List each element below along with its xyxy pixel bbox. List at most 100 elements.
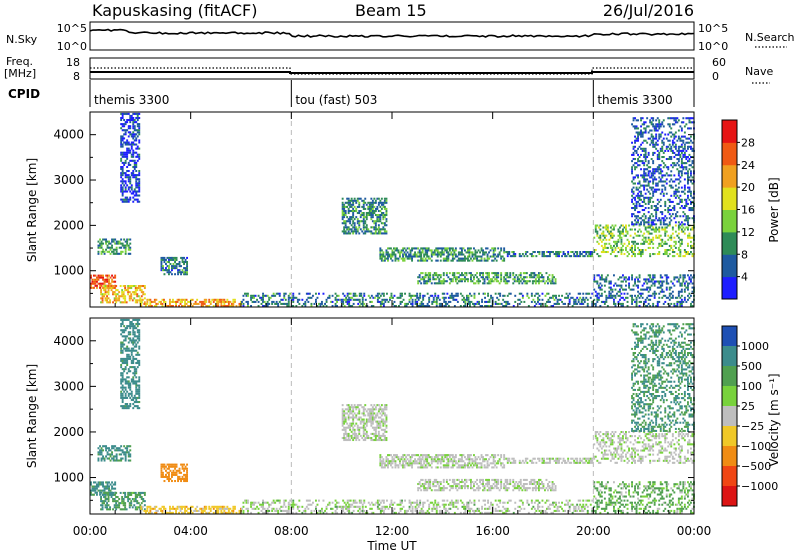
power-echo-cell: [643, 200, 646, 203]
power-echo-cell: [376, 298, 379, 301]
velocity-echo-cell: [103, 491, 106, 494]
power-echo-cell: [668, 123, 671, 126]
power-echo-cell: [370, 203, 373, 206]
power-echo-cell: [394, 259, 397, 262]
power-echo-cell: [677, 170, 680, 173]
power-echo-cell: [690, 244, 692, 247]
power-echo-cell: [457, 259, 460, 262]
power-echo-cell: [365, 212, 368, 215]
power-echo-cell: [625, 228, 627, 231]
power-echo-cell: [616, 292, 618, 295]
power-echo-cell: [422, 305, 425, 308]
power-echo-cell: [115, 250, 118, 253]
power-echo-cell: [664, 242, 667, 245]
power-echo-cell: [500, 272, 503, 275]
power-echo-cell: [430, 251, 433, 254]
power-echo-cell: [414, 300, 417, 303]
power-echo-cell: [479, 305, 482, 308]
power-echo-cell: [632, 192, 635, 195]
power-echo-cell: [489, 255, 492, 258]
power-echo-cell: [599, 305, 602, 308]
power-echo-cell: [667, 117, 670, 120]
power-echo-cell: [637, 242, 640, 245]
power-echo-cell: [179, 298, 182, 301]
power-echo-cell: [138, 182, 141, 185]
power-echo-cell: [349, 210, 352, 213]
power-echo-cell: [674, 190, 677, 193]
power-echo-cell: [344, 230, 347, 233]
power-echo-cell: [530, 253, 533, 256]
velocity-echo-cell: [410, 503, 413, 506]
power-echo-cell: [203, 300, 206, 303]
power-echo-cell: [223, 298, 226, 301]
velocity-echo-cell: [370, 511, 373, 514]
power-echo-cell: [124, 287, 127, 290]
velocity-echo-cell: [431, 509, 434, 512]
power-echo-cell: [109, 299, 112, 302]
power-echo-cell: [631, 296, 634, 299]
power-echo-cell: [385, 253, 388, 256]
velocity-echo-cell: [101, 493, 104, 496]
power-echo-cell: [127, 119, 130, 122]
power-echo-cell: [373, 197, 376, 200]
power-echo-cell: [121, 112, 124, 115]
power-echo-cell: [589, 255, 592, 258]
power-echo-cell: [355, 230, 358, 233]
power-echo-cell: [451, 253, 454, 256]
power-echo-cell: [419, 296, 422, 299]
velocity-echo-cell: [262, 507, 265, 510]
nave-tick-bottom: 0: [712, 70, 719, 83]
power-echo-cell: [389, 298, 391, 301]
power-echo-cell: [691, 255, 694, 258]
power-echo-cell: [514, 253, 517, 256]
power-echo-cell: [468, 251, 471, 254]
power-echo-cell: [640, 133, 643, 136]
power-echo-cell: [427, 257, 430, 260]
power-echo-cell: [100, 274, 103, 277]
power-echo-cell: [620, 242, 623, 245]
power-echo-cell: [156, 302, 159, 305]
power-echo-cell: [623, 276, 626, 279]
power-echo-cell: [665, 172, 668, 175]
power-echo-cell: [132, 123, 135, 126]
power-echo-cell: [438, 298, 441, 301]
power-echo-cell: [136, 200, 139, 203]
power-y-tick: 4000: [53, 128, 84, 142]
power-echo-cell: [435, 253, 438, 256]
power-echo-cell: [429, 278, 432, 281]
power-echo-cell: [650, 158, 653, 161]
power-echo-cell: [439, 274, 442, 277]
power-echo-cell: [653, 137, 656, 140]
power-echo-cell: [647, 162, 650, 165]
power-echo-cell: [671, 186, 674, 189]
power-echo-cell: [357, 302, 360, 305]
power-echo-cell: [635, 125, 638, 128]
velocity-echo-cell: [420, 509, 423, 512]
velocity-echo-cell: [274, 501, 277, 504]
power-echo-cell: [136, 299, 139, 302]
power-echo-cell: [355, 207, 358, 210]
power-echo-cell: [479, 280, 482, 283]
power-echo-cell: [104, 297, 107, 300]
power-echo-cell: [691, 286, 694, 289]
power-echo-cell: [652, 253, 655, 256]
power-echo-cell: [690, 251, 692, 254]
power-echo-cell: [643, 123, 646, 126]
power-echo-cell: [109, 276, 112, 279]
power-echo-cell: [450, 251, 453, 254]
power-echo-cell: [608, 280, 611, 283]
velocity-echo-cell: [449, 507, 452, 510]
power-echo-cell: [632, 153, 635, 156]
power-echo-cell: [180, 256, 183, 259]
power-echo-cell: [685, 200, 688, 203]
power-echo-cell: [674, 119, 677, 122]
power-echo-cell: [176, 300, 179, 303]
power-echo-cell: [479, 259, 482, 262]
velocity-echo-cell: [399, 501, 402, 504]
power-echo-cell: [640, 117, 643, 120]
velocity-echo-cell: [342, 509, 345, 512]
velocity-echo-cell: [440, 509, 443, 512]
power-echo-cell: [367, 207, 370, 210]
velocity-echo-cell: [357, 509, 360, 512]
power-echo-cell: [664, 219, 667, 222]
